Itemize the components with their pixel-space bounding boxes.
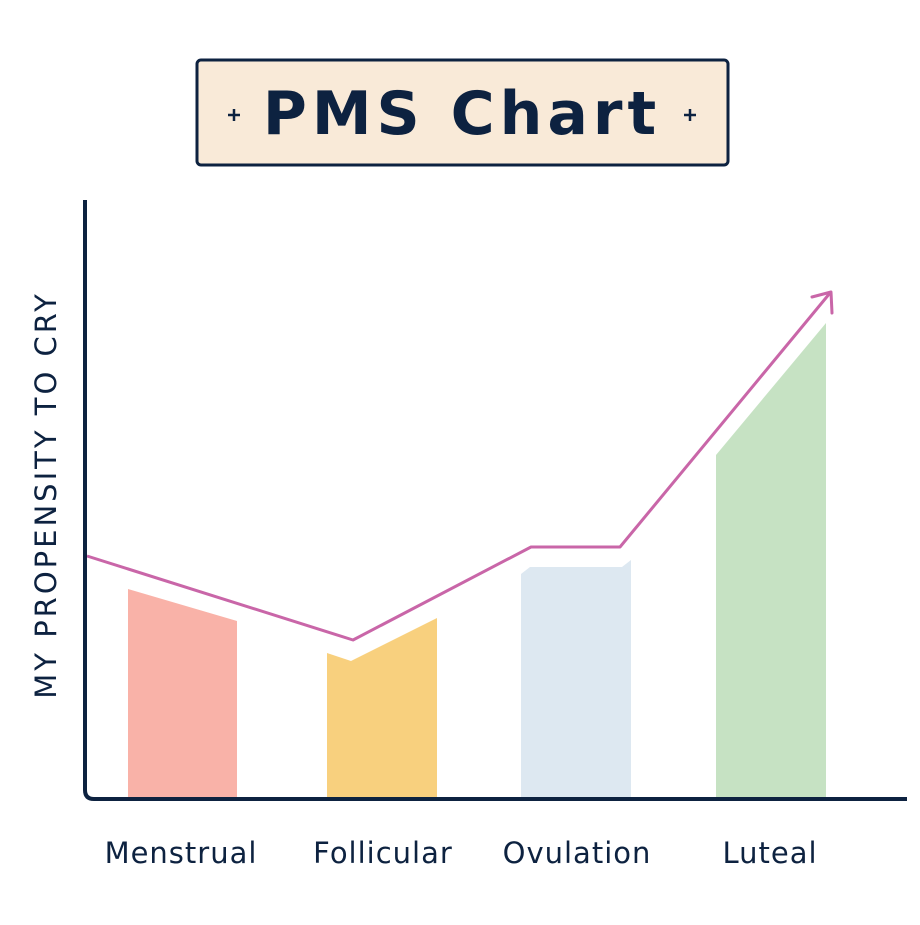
- axes: [83, 200, 907, 801]
- bar-ovulation: [521, 560, 631, 798]
- category-label: Menstrual: [105, 836, 258, 870]
- chart-title: PMS Chart: [263, 79, 661, 149]
- trend-line: [86, 292, 832, 642]
- title-box: [195, 58, 730, 167]
- bar-follicular: [327, 618, 437, 798]
- bar-luteal: [716, 323, 826, 798]
- y-axis-label: MY PROPENSITY TO CRY: [29, 291, 63, 699]
- category-label: Follicular: [313, 836, 453, 870]
- category-label: Luteal: [722, 836, 817, 870]
- bar-menstrual: [128, 589, 237, 798]
- trend-arrowhead: [810, 290, 834, 315]
- category-label: Ovulation: [503, 836, 652, 870]
- title-ornaments: [228, 109, 696, 121]
